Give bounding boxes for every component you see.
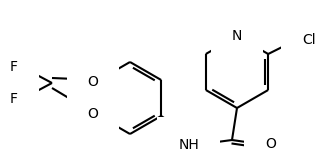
Text: F: F — [10, 60, 18, 74]
Text: NH: NH — [178, 138, 199, 152]
Text: O: O — [88, 107, 98, 121]
Text: N: N — [232, 29, 242, 43]
Text: Cl: Cl — [302, 33, 316, 47]
Text: O: O — [265, 137, 276, 151]
Text: O: O — [88, 75, 98, 89]
Text: F: F — [10, 92, 18, 106]
